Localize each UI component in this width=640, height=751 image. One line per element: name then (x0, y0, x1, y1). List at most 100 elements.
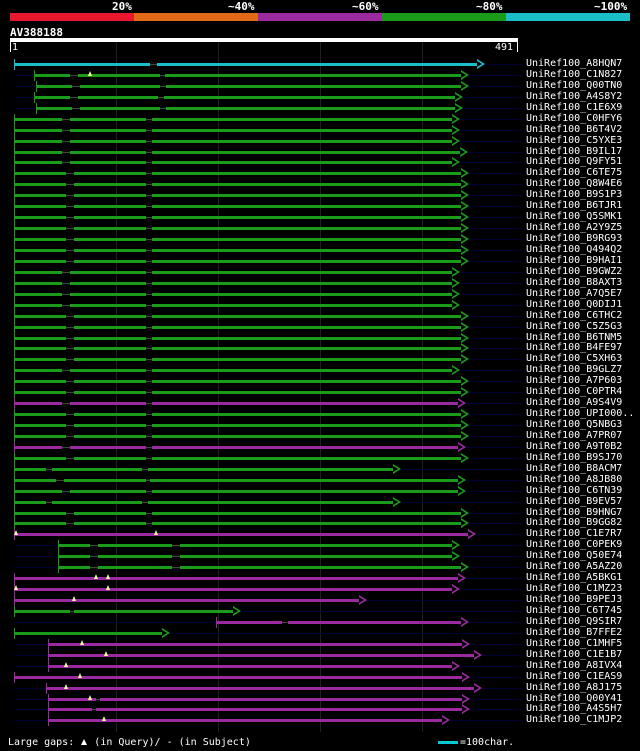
hit-row[interactable]: UniRef100_B6TJR1 (0, 200, 640, 213)
hit-row[interactable]: UniRef100_A7PR07 (0, 429, 640, 442)
hit-name-link[interactable]: UniRef100_Q50E74 (526, 550, 623, 562)
hit-name-link[interactable]: UniRef100_A7PR07 (526, 429, 623, 441)
hit-name-link[interactable]: UniRef100_C0PEK9 (526, 539, 623, 551)
hit-row[interactable]: UniRef100_B9HAI1 (0, 254, 640, 267)
hit-row[interactable]: UniRef100_Q9SIR7 (0, 615, 640, 628)
hit-name-link[interactable]: UniRef100_A9T0B2 (526, 440, 623, 452)
hit-name-link[interactable]: UniRef100_C5XH63 (526, 353, 623, 365)
hit-name-link[interactable]: UniRef100_A9S4V9 (526, 397, 623, 409)
hit-name-link[interactable]: UniRef100_B8AXT3 (526, 276, 623, 288)
hit-name-link[interactable]: UniRef100_C1N827 (526, 68, 623, 80)
hit-row[interactable]: UniRef100_A8JB80 (0, 473, 640, 486)
hit-row[interactable]: UniRef100_A4S8Y2 (0, 90, 640, 103)
hit-name-link[interactable]: UniRef100_C5Z5G3 (526, 320, 623, 332)
hit-row[interactable]: UniRef100_C1N827 (0, 68, 640, 81)
hit-name-link[interactable]: UniRef100_B9EV57 (526, 495, 623, 507)
hit-row[interactable]: UniRef100_C1MZ23 (0, 583, 640, 596)
hit-row[interactable]: UniRef100_B9HNG7 (0, 506, 640, 519)
hit-row[interactable]: UniRef100_B7FFE2 (0, 627, 640, 639)
hit-name-link[interactable]: UniRef100_Q9FY51 (526, 156, 623, 168)
hit-row[interactable]: UniRef100_B9EV57 (0, 495, 640, 508)
hit-row[interactable]: UniRef100_C1MHF5 (0, 638, 640, 650)
hit-name-link[interactable]: UniRef100_B9HAI1 (526, 254, 623, 266)
hit-name-link[interactable]: UniRef100_A8IVX4 (526, 659, 623, 671)
hit-name-link[interactable]: UniRef100_B9S1P3 (526, 189, 623, 201)
hit-row[interactable]: UniRef100_A9T0B2 (0, 440, 640, 453)
hit-row[interactable]: UniRef100_B9S1P3 (0, 189, 640, 202)
hit-row[interactable]: UniRef100_Q9FY51 (0, 156, 640, 169)
hit-row[interactable]: UniRef100_A7P603 (0, 375, 640, 388)
hit-name-link[interactable]: UniRef100_B6T4V2 (526, 123, 623, 135)
hit-row[interactable]: UniRef100_Q00TN0 (0, 79, 640, 92)
hit-row[interactable]: UniRef100_Q5NBG3 (0, 419, 640, 432)
hit-name-link[interactable]: UniRef100_C6TE75 (526, 167, 623, 179)
hit-name-link[interactable]: UniRef100_Q00TN0 (526, 79, 623, 91)
hit-row[interactable]: UniRef100_A5AZ20 (0, 561, 640, 574)
hit-row[interactable]: UniRef100_C5YXE3 (0, 134, 640, 147)
hit-row[interactable]: UniRef100_A8HQN7 (0, 58, 640, 70)
hit-name-link[interactable]: UniRef100_Q9SIR7 (526, 615, 623, 627)
hit-name-link[interactable]: UniRef100_A8HQN7 (526, 58, 623, 69)
hit-name-link[interactable]: UniRef100_Q494Q2 (526, 243, 623, 255)
hit-name-link[interactable]: UniRef100_A4S5H7 (526, 703, 623, 715)
hit-row[interactable]: UniRef100_B6TNM5 (0, 332, 640, 344)
hit-name-link[interactable]: UniRef100_A7Q5E7 (526, 287, 623, 299)
hit-name-link[interactable]: UniRef100_B9RG93 (526, 233, 623, 245)
hit-name-link[interactable]: UniRef100_C0PTR4 (526, 386, 623, 398)
hit-row[interactable]: UniRef100_C0HFY6 (0, 112, 640, 125)
hit-name-link[interactable]: UniRef100_A4S8Y2 (526, 90, 623, 102)
hit-row[interactable]: UniRef100_C1E7R7 (0, 528, 640, 541)
hit-row[interactable]: UniRef100_B9RG93 (0, 233, 640, 246)
hit-row[interactable]: UniRef100_Q494Q2 (0, 243, 640, 256)
hit-name-link[interactable]: UniRef100_Q5NBG3 (526, 419, 623, 431)
hit-row[interactable]: UniRef100_C5Z5G3 (0, 320, 640, 333)
hit-name-link[interactable]: UniRef100_Q8W4E6 (526, 178, 623, 190)
hit-name-link[interactable]: UniRef100_B9GG82 (526, 517, 623, 529)
hit-row[interactable]: UniRef100_B9GWZ2 (0, 266, 640, 278)
hit-name-link[interactable]: UniRef100_C1E6X9 (526, 101, 623, 113)
hit-row[interactable]: UniRef100_B9PEJ3 (0, 594, 640, 607)
hit-row[interactable]: UniRef100_C6THC2 (0, 309, 640, 322)
hit-row[interactable]: UniRef100_Q0DIJ1 (0, 298, 640, 311)
hit-name-link[interactable]: UniRef100_A8J175 (526, 681, 623, 693)
hit-row[interactable]: UniRef100_B4FE97 (0, 342, 640, 355)
hit-name-link[interactable]: UniRef100_B9HNG7 (526, 506, 623, 518)
hit-name-link[interactable]: UniRef100_C1E1B7 (526, 648, 623, 660)
hit-name-link[interactable]: UniRef100_C0HFY6 (526, 112, 623, 124)
hit-name-link[interactable]: UniRef100_B9GLZ7 (526, 364, 623, 376)
hit-name-link[interactable]: UniRef100_C6THC2 (526, 309, 623, 321)
hit-name-link[interactable]: UniRef100_Q0DIJ1 (526, 298, 623, 310)
hit-row[interactable]: UniRef100_Q50E74 (0, 550, 640, 563)
hit-name-link[interactable]: UniRef100_A8JB80 (526, 473, 623, 485)
hit-name-link[interactable]: UniRef100_Q5SMK1 (526, 211, 623, 223)
hit-name-link[interactable]: UniRef100_C1MJP2 (526, 714, 623, 726)
hit-row[interactable]: UniRef100_UPI000.. (0, 408, 640, 421)
hit-name-link[interactable]: UniRef100_C5YXE3 (526, 134, 623, 146)
hit-row[interactable]: UniRef100_A9S4V9 (0, 397, 640, 410)
hit-name-link[interactable]: UniRef100_B9SJ70 (526, 451, 623, 463)
hit-name-link[interactable]: UniRef100_A5AZ20 (526, 561, 623, 573)
hit-row[interactable]: UniRef100_B6T4V2 (0, 123, 640, 136)
hit-name-link[interactable]: UniRef100_A5BKG1 (526, 572, 623, 584)
hit-row[interactable]: UniRef100_C6TN39 (0, 484, 640, 497)
hit-row[interactable]: UniRef100_C1MJP2 (0, 714, 640, 727)
hit-row[interactable]: UniRef100_C5XH63 (0, 353, 640, 366)
hit-name-link[interactable]: UniRef100_B4FE97 (526, 342, 623, 354)
hit-row[interactable]: UniRef100_A5BKG1 (0, 572, 640, 585)
hit-name-link[interactable]: UniRef100_C6T745 (526, 605, 623, 616)
hit-row[interactable]: UniRef100_C6T745 (0, 605, 640, 617)
hit-row[interactable]: UniRef100_C6TE75 (0, 167, 640, 180)
hit-row[interactable]: UniRef100_B8ACM7 (0, 463, 640, 475)
hit-row[interactable]: UniRef100_A4S5H7 (0, 703, 640, 716)
hit-row[interactable]: UniRef100_A7Q5E7 (0, 287, 640, 300)
hit-name-link[interactable]: UniRef100_C1MZ23 (526, 583, 623, 595)
hit-row[interactable]: UniRef100_C1E6X9 (0, 101, 640, 114)
hit-row[interactable]: UniRef100_Q5SMK1 (0, 211, 640, 224)
hit-name-link[interactable]: UniRef100_C6TN39 (526, 484, 623, 496)
hit-name-link[interactable]: UniRef100_A7P603 (526, 375, 623, 387)
hit-row[interactable]: UniRef100_A8J175 (0, 681, 640, 694)
hit-name-link[interactable]: UniRef100_B9PEJ3 (526, 594, 623, 606)
hit-row[interactable]: UniRef100_A8IVX4 (0, 659, 640, 672)
hit-row[interactable]: UniRef100_C0PEK9 (0, 539, 640, 552)
hit-row[interactable]: UniRef100_B9SJ70 (0, 451, 640, 464)
